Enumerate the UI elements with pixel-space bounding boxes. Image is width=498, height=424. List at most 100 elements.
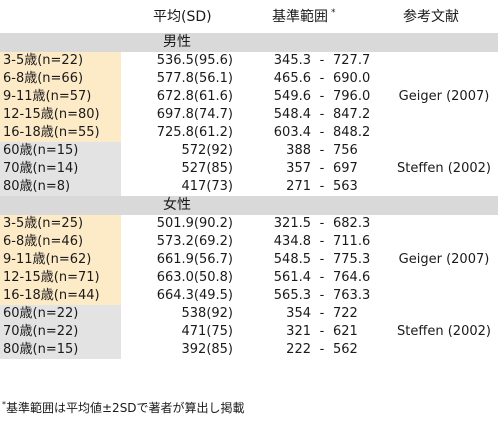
range-high: 563 <box>333 179 358 194</box>
sex-section-header: 女性 <box>0 196 498 215</box>
mean-sd-cell: 725.8(61.2) <box>156 125 233 140</box>
age-group-cell: 12-15歳(n=80) <box>0 106 121 124</box>
range-separator: - <box>319 143 325 158</box>
range-low: 345.3 <box>273 53 311 68</box>
range-low: 321.5 <box>273 216 311 231</box>
range-high: 764.6 <box>333 270 371 285</box>
range-low: 388 <box>286 143 311 158</box>
mean-sd-cell: 663.0(50.8) <box>156 270 233 285</box>
range-low: 548.4 <box>273 107 311 122</box>
age-group-cell: 3-5歳(n=25) <box>0 215 121 233</box>
table-row: 80歳(n=15) 392(85) 222-562 <box>0 341 498 359</box>
mean-sd-cell: 417(73) <box>181 179 234 194</box>
mean-sd-cell: 538(92) <box>181 306 234 321</box>
range-separator: - <box>319 89 325 104</box>
range-separator: - <box>319 324 325 339</box>
table-row: 70歳(n=14) 527(85) 357-697 Steffen (2002) <box>0 160 498 178</box>
mean-sd-cell: 661.9(56.7) <box>156 252 233 267</box>
footnote-mark: * <box>2 400 6 409</box>
mean-sd-cell: 573.2(69.2) <box>156 234 233 249</box>
age-group-cell: 60歳(n=15) <box>0 142 121 160</box>
range-low: 321 <box>286 324 311 339</box>
reference-range-cell: 321.5-682.3 <box>270 215 380 233</box>
reference-range-cell: 354-722 <box>270 305 380 323</box>
range-high: 722 <box>333 306 358 321</box>
age-group-cell: 70歳(n=14) <box>0 160 121 178</box>
table-header: 平均(SD) 基準範囲 * 参考文献 <box>0 0 498 33</box>
mean-sd-cell: 672.8(61.6) <box>156 89 233 104</box>
range-high: 562 <box>333 342 358 357</box>
header-range: 基準範囲 * <box>272 6 336 26</box>
mean-sd-cell: 392(85) <box>181 342 234 357</box>
range-low: 603.4 <box>273 125 311 140</box>
table-row: 6-8歳(n=46) 573.2(69.2) 434.8-711.6 <box>0 233 498 251</box>
mean-sd-cell: 471(75) <box>181 324 234 339</box>
range-separator: - <box>319 270 325 285</box>
mean-sd-cell: 577.8(56.1) <box>156 71 233 86</box>
range-low: 434.8 <box>273 234 311 249</box>
range-high: 727.7 <box>333 53 371 68</box>
table-row: 9-11歳(n=57) 672.8(61.6) 549.6-796.0 Geiger … <box>0 88 498 106</box>
range-separator: - <box>319 179 325 194</box>
sex-section-label: 女性 <box>163 197 191 213</box>
age-group-cell: 9-11歳(n=62) <box>0 251 121 269</box>
reference-range-cell: 565.3-763.3 <box>270 287 380 305</box>
header-range-mark: * <box>331 8 336 18</box>
range-separator: - <box>319 234 325 249</box>
table-row: 60歳(n=22) 538(92) 354-722 <box>0 305 498 323</box>
mean-sd-cell: 536.5(95.6) <box>156 53 233 68</box>
table-row: 12-15歳(n=71) 663.0(50.8) 561.4-764.6 <box>0 269 498 287</box>
reference-range-cell: 321-621 <box>270 323 380 341</box>
range-separator: - <box>319 53 325 68</box>
reference-range-cell: 222-562 <box>270 341 380 359</box>
mean-sd-cell: 501.9(90.2) <box>156 216 233 231</box>
age-group-cell: 3-5歳(n=22) <box>0 52 121 70</box>
mean-sd-cell: 527(85) <box>181 161 234 176</box>
range-high: 697 <box>333 161 358 176</box>
reference-range-cell: 603.4-848.2 <box>270 124 380 142</box>
reference-cell: Geiger (2007) <box>398 252 490 267</box>
range-separator: - <box>319 125 325 140</box>
sex-section-label: 男性 <box>163 34 191 50</box>
reference-table: 平均(SD) 基準範囲 * 参考文献 男性 3-5歳(n=22) 536.5(95.6… <box>0 0 498 359</box>
reference-range-cell: 357-697 <box>270 160 380 178</box>
reference-range-cell: 548.4-847.2 <box>270 106 380 124</box>
range-high: 796.0 <box>333 89 371 104</box>
reference-range-cell: 465.6-690.0 <box>270 70 380 88</box>
table-row: 6-8歳(n=66) 577.8(56.1) 465.6-690.0 <box>0 70 498 88</box>
age-group-cell: 6-8歳(n=46) <box>0 233 121 251</box>
age-group-cell: 80歳(n=15) <box>0 341 121 359</box>
range-separator: - <box>319 252 325 267</box>
footnote-text: 基準範囲は平均値±2SDで著者が算出し掲載 <box>6 401 245 415</box>
age-group-cell: 70歳(n=22) <box>0 323 121 341</box>
reference-range-cell: 345.3-727.7 <box>270 52 380 70</box>
age-group-cell: 6-8歳(n=66) <box>0 70 121 88</box>
reference-range-cell: 271-563 <box>270 178 380 196</box>
age-group-cell: 16-18歳(n=44) <box>0 287 121 305</box>
sex-section-header: 男性 <box>0 33 498 52</box>
age-group-cell: 16-18歳(n=55) <box>0 124 121 142</box>
table-row: 3-5歳(n=25) 501.9(90.2) 321.5-682.3 <box>0 215 498 233</box>
range-high: 847.2 <box>333 107 371 122</box>
range-low: 548.5 <box>273 252 311 267</box>
reference-range-cell: 549.6-796.0 <box>270 88 380 106</box>
mean-sd-cell: 572(92) <box>181 143 234 158</box>
range-high: 711.6 <box>333 234 371 249</box>
table-row: 9-11歳(n=62) 661.9(56.7) 548.5-775.3 Geiger … <box>0 251 498 269</box>
table-row: 3-5歳(n=22) 536.5(95.6) 345.3-727.7 <box>0 52 498 70</box>
range-separator: - <box>319 71 325 86</box>
header-reference: 参考文献 <box>403 9 459 25</box>
reference-cell: Geiger (2007) <box>398 89 490 104</box>
table-body: 男性 3-5歳(n=22) 536.5(95.6) 345.3-727.7 6-8歳(n… <box>0 33 498 359</box>
range-separator: - <box>319 107 325 122</box>
range-separator: - <box>319 216 325 231</box>
table-row: 60歳(n=15) 572(92) 388-756 <box>0 142 498 160</box>
range-high: 690.0 <box>333 71 371 86</box>
table-row: 16-18歳(n=44) 664.3(49.5) 565.3-763.3 <box>0 287 498 305</box>
range-low: 357 <box>286 161 311 176</box>
range-high: 682.3 <box>333 216 371 231</box>
age-group-cell: 60歳(n=22) <box>0 305 121 323</box>
table-row: 12-15歳(n=80) 697.8(74.7) 548.4-847.2 <box>0 106 498 124</box>
table-row: 16-18歳(n=55) 725.8(61.2) 603.4-848.2 <box>0 124 498 142</box>
reference-range-cell: 561.4-764.6 <box>270 269 380 287</box>
